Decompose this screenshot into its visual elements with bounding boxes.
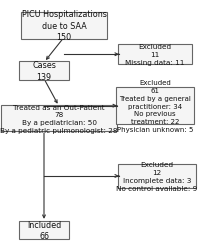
FancyBboxPatch shape [118, 45, 192, 65]
Text: Excluded
12
Incomplete data: 3
No control available: 9: Excluded 12 Incomplete data: 3 No contro… [116, 162, 198, 191]
Text: Cases
139: Cases 139 [32, 61, 56, 82]
FancyBboxPatch shape [118, 164, 196, 188]
FancyBboxPatch shape [19, 62, 69, 80]
FancyBboxPatch shape [21, 13, 107, 39]
Text: Excluded
11
Missing data: 11: Excluded 11 Missing data: 11 [125, 44, 185, 66]
FancyBboxPatch shape [1, 106, 117, 132]
Text: Excluded
61
Treated by a general
practitioner: 34
No previous
treatment: 22
Phys: Excluded 61 Treated by a general practit… [117, 80, 193, 132]
Text: Included
66: Included 66 [27, 220, 61, 240]
Text: PICU Hospitalizations
due to SAA
150: PICU Hospitalizations due to SAA 150 [22, 10, 106, 42]
FancyBboxPatch shape [19, 220, 69, 240]
FancyBboxPatch shape [116, 88, 194, 124]
Text: Treated as an Out-Patient
78
By a pediatrician: 50
By a pediatric pulmonologist:: Treated as an Out-Patient 78 By a pediat… [0, 104, 118, 133]
